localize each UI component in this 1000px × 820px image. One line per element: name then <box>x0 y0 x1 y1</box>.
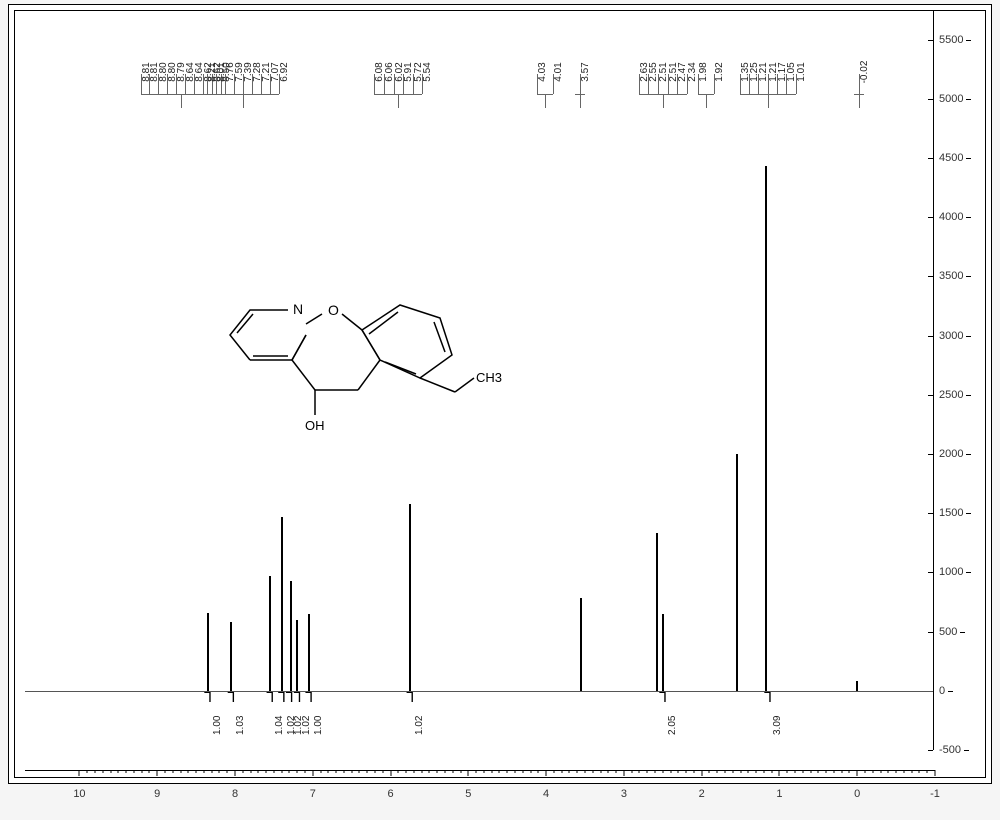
x-tick: -1 <box>930 788 940 800</box>
integral-bracket: ᒣ <box>293 689 302 706</box>
x-tick: 10 <box>73 788 85 800</box>
x-tick: 3 <box>621 788 627 800</box>
integral-bracket: ᒣ <box>763 689 772 706</box>
integral-bracket: ᒣ <box>305 689 314 706</box>
integral-label: 2.05 <box>667 716 678 735</box>
integral-label: 1.00 <box>313 716 324 735</box>
integral-bracket: ᒣ <box>266 689 275 706</box>
x-tick: 7 <box>310 788 316 800</box>
y-tick: -500 <box>939 744 961 756</box>
y-tick: 1000 <box>939 566 963 578</box>
molecule-structure: N O CH3 OH <box>220 280 510 450</box>
x-tick: 2 <box>699 788 705 800</box>
atom-oh: OH <box>305 418 325 433</box>
y-tick: 1500 <box>939 507 963 519</box>
integral-label: 1.03 <box>235 716 246 735</box>
y-tick: 500 <box>939 626 957 638</box>
y-tick: 0 <box>939 685 945 697</box>
x-tick: 4 <box>543 788 549 800</box>
y-tick: 5000 <box>939 93 963 105</box>
integral-bracket: ᒣ <box>227 689 236 706</box>
y-tick: 2500 <box>939 389 963 401</box>
atom-ch3: CH3 <box>476 370 502 385</box>
integral-label: 1.04 <box>274 716 285 735</box>
x-tick: 5 <box>465 788 471 800</box>
integral-bracket: ᒣ <box>658 689 667 706</box>
nmr-plot: -500050010001500200025003000350040004500… <box>25 10 935 750</box>
y-tick: 3000 <box>939 330 963 342</box>
y-tick: 2000 <box>939 448 963 460</box>
integral-label: 1.00 <box>212 716 223 735</box>
x-tick: 1 <box>776 788 782 800</box>
integral-bracket: ᒣ <box>406 689 415 706</box>
atom-o: O <box>328 302 339 318</box>
integral-label: 3.09 <box>772 716 783 735</box>
integral-label: 1.02 <box>301 716 312 735</box>
integral-bracket: ᒣ <box>203 689 212 706</box>
x-axis: 109876543210-1 <box>25 770 935 810</box>
y-axis: -500050010001500200025003000350040004500… <box>933 10 993 750</box>
atom-n: N <box>293 301 303 317</box>
integral-label: 1.02 <box>414 716 425 735</box>
x-tick: 9 <box>154 788 160 800</box>
x-tick: 8 <box>232 788 238 800</box>
y-tick: 3500 <box>939 270 963 282</box>
y-tick: 5500 <box>939 34 963 46</box>
x-tick: 0 <box>854 788 860 800</box>
y-tick: 4500 <box>939 152 963 164</box>
x-tick: 6 <box>387 788 393 800</box>
y-tick: 4000 <box>939 211 963 223</box>
